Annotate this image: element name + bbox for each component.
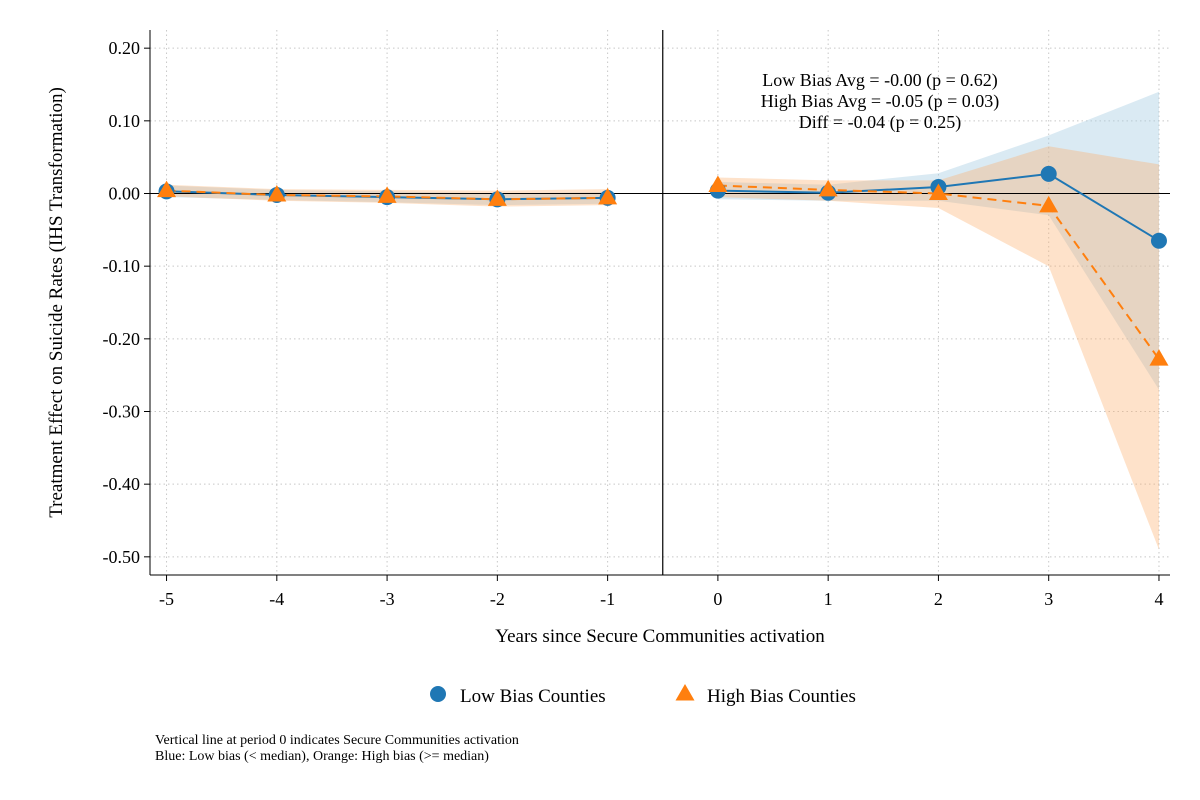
- point-low-post: [1040, 165, 1057, 182]
- x-axis-label: Years since Secure Communities activatio…: [495, 626, 825, 647]
- x-tick-label: -4: [269, 589, 284, 609]
- legend-label-low: Low Bias Counties: [460, 686, 606, 707]
- point-low-post: [1150, 232, 1167, 249]
- x-tick-label: -5: [159, 589, 174, 609]
- annotation-line: Low Bias Avg = -0.00 (p = 0.62): [762, 70, 997, 91]
- axes: 0.20 0.10 0.00 -0.10 -0.20 -0.30 -0.40 -0.50 -5 -…: [46, 30, 1170, 647]
- x-tick-label: -3: [380, 589, 395, 609]
- point-high-post: [1149, 349, 1169, 366]
- x-tick-label: 3: [1044, 589, 1053, 609]
- point-high-pre: [598, 187, 618, 205]
- y-tick-label: 0.10: [109, 111, 141, 131]
- stats-annotation: Low Bias Avg = -0.00 (p = 0.62)High Bias…: [761, 70, 999, 133]
- y-axis-label: Treatment Effect on Suicide Rates (IHS T…: [46, 87, 67, 518]
- grid-lines: [150, 30, 1170, 575]
- legend-label-high: High Bias Counties: [707, 686, 856, 707]
- annotation-line: High Bias Avg = -0.05 (p = 0.03): [761, 91, 999, 112]
- y-tick-label: -0.10: [103, 256, 141, 276]
- note-line-1: Vertical line at period 0 indicates Secu…: [155, 733, 519, 748]
- series-line-high-post: [717, 184, 1160, 360]
- y-tick-label: -0.50: [103, 547, 141, 567]
- x-tick-label: 0: [713, 589, 722, 609]
- y-tick-label: 0.20: [109, 38, 141, 58]
- legend-marker-low: [430, 686, 446, 702]
- y-tick-label: -0.40: [103, 474, 141, 494]
- legend: Low Bias Counties High Bias Counties: [430, 684, 856, 707]
- x-tick-label: 2: [934, 589, 943, 609]
- legend-marker-high: [675, 684, 695, 701]
- series-line-high-pre: [166, 189, 608, 201]
- reference-lines: [150, 30, 1170, 575]
- annotation-line: Diff = -0.04 (p = 0.25): [799, 112, 961, 133]
- figure-notes: Vertical line at period 0 indicates Secu…: [155, 733, 519, 765]
- point-high-pre: [377, 186, 397, 203]
- point-high-pre: [157, 180, 177, 198]
- y-tick-label: 0.00: [109, 184, 141, 204]
- series-markers: [157, 165, 1169, 366]
- point-high-post: [708, 175, 728, 193]
- ci-band-high-post: [717, 146, 1159, 550]
- x-tick-label: 4: [1154, 589, 1163, 609]
- x-tick-label: -2: [490, 589, 505, 609]
- point-high-pre: [267, 184, 287, 202]
- point-high-post: [928, 183, 948, 200]
- point-high-post: [1039, 195, 1059, 213]
- x-tick-label: -1: [600, 589, 615, 609]
- note-line-2: Blue: Low bias (< median), Orange: High …: [155, 749, 489, 764]
- point-high-post: [818, 179, 838, 197]
- point-high-pre: [487, 189, 507, 206]
- y-tick-label: -0.20: [103, 329, 141, 349]
- x-tick-label: 1: [824, 589, 833, 609]
- y-tick-label: -0.30: [103, 402, 141, 422]
